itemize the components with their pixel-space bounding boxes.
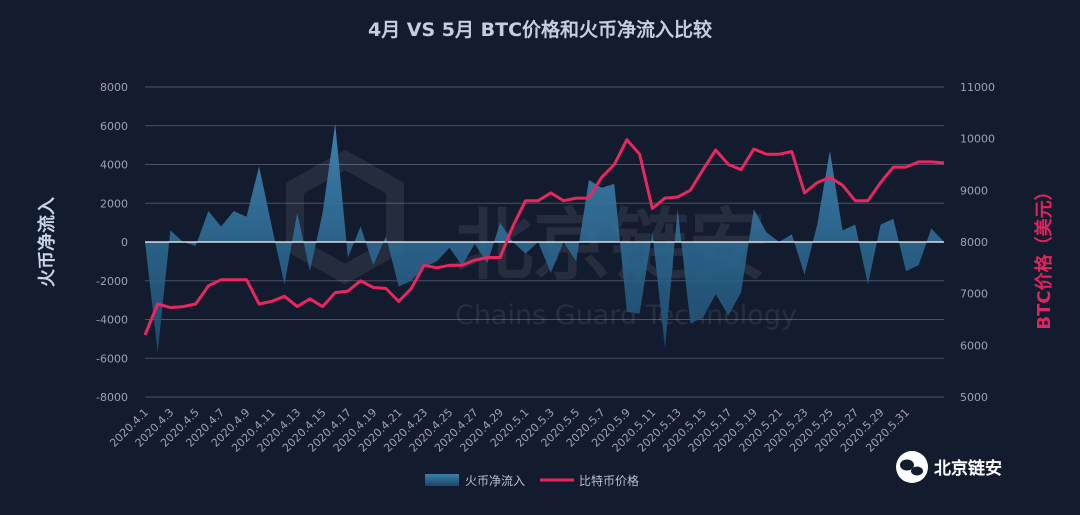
brand-label: 北京链安 [934,458,1002,479]
gridlines [145,86,944,398]
chart-title: 4月 VS 5月 BTC价格和火币净流入比较 [368,18,712,41]
right-axis-ticks: 11000 10000 9000 8000 7000 6000 5000 [960,81,995,404]
legend-swatch-inflow [425,474,459,486]
right-tick-label: 10000 [960,133,995,146]
price-line-series [143,138,945,336]
legend: 火币净流入 比特币价格 [425,473,639,488]
right-tick-label: 6000 [960,339,988,352]
wechat-bubble-right [911,466,923,476]
price-line [143,138,945,336]
right-tick-label: 8000 [960,236,988,249]
right-axis-title: BTC价格（美元） [1033,182,1055,329]
left-tick-label: 8000 [100,81,128,94]
brand-badge: 北京链安 [896,451,1002,483]
left-tick-label: -2000 [96,275,128,288]
right-tick-label: 7000 [960,288,988,301]
wechat-bubble-left [900,459,914,471]
watermark-logo-icon [286,149,404,285]
left-axis-ticks: 8000 6000 4000 2000 0 -2000 -4000 -6000 -8000 [96,81,128,404]
legend-label-price: 比特币价格 [579,473,639,488]
left-tick-label: -4000 [96,314,128,327]
left-axis-title: 火币净流入 [36,197,58,287]
x-axis-ticks: 2020.4.12020.4.32020.4.52020.4.72020.4.9… [107,406,912,455]
left-tick-label: -8000 [96,391,128,404]
legend-label-inflow: 火币净流入 [465,474,525,488]
left-tick-label: 6000 [100,120,128,133]
watermark-en-text: Chains Guard Technology [455,300,797,331]
left-tick-label: -6000 [96,352,128,365]
right-tick-label: 5000 [960,391,988,404]
right-tick-label: 11000 [960,81,995,94]
left-tick-label: 4000 [100,159,128,172]
left-tick-label: 0 [121,236,128,249]
left-tick-label: 2000 [100,197,128,210]
right-tick-label: 9000 [960,184,988,197]
